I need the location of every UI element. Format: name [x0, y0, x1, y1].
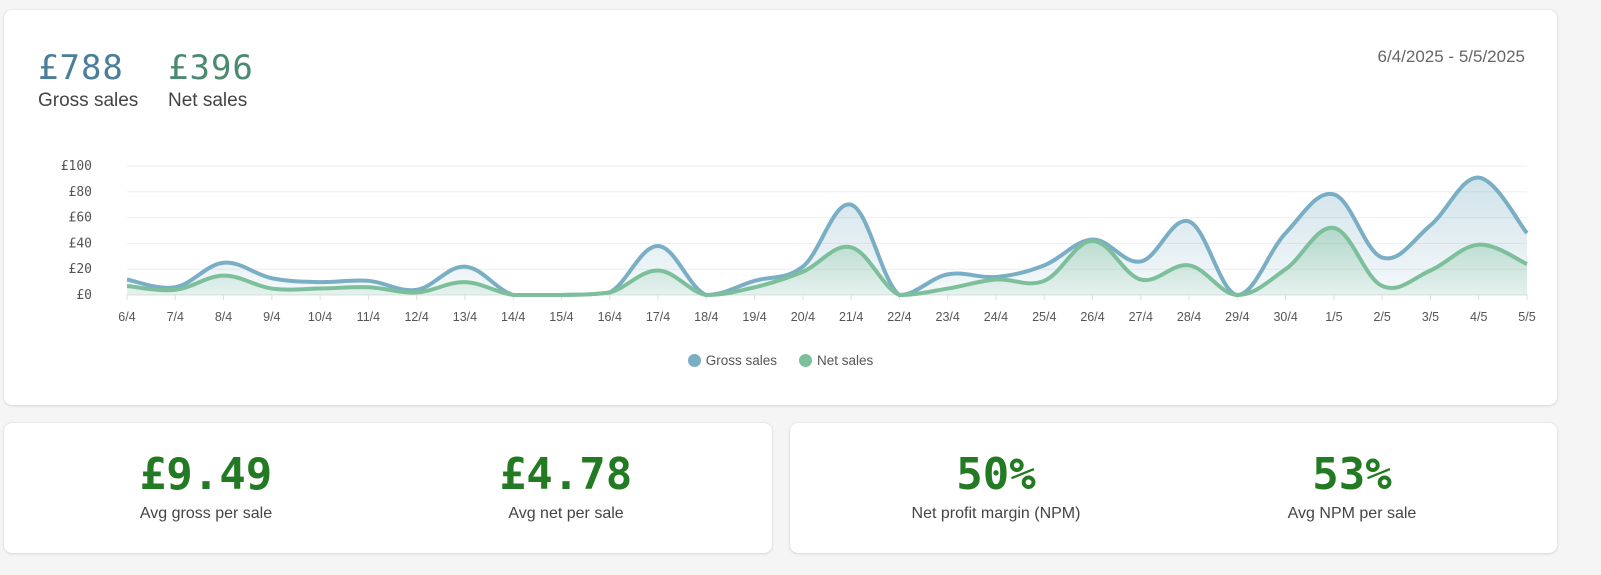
x-tick-label: 2/5	[1373, 310, 1390, 324]
avg-gross-value: £9.49	[139, 449, 273, 500]
gross-sales-line[interactable]	[126, 175, 1529, 297]
sales-averages-card: £9.49 Avg gross per sale £4.78 Avg net p…	[4, 423, 772, 553]
x-tick-label: 26/4	[1080, 310, 1104, 324]
y-tick-label: £20	[69, 262, 92, 277]
net-sales-summary: £396 Net sales	[168, 48, 254, 112]
net-sales-value: £396	[168, 48, 254, 88]
x-tick-label: 11/4	[357, 310, 380, 324]
x-tick-label: 8/4	[215, 310, 232, 324]
y-tick-label: £100	[61, 159, 92, 174]
x-tick-label: 3/5	[1422, 310, 1439, 324]
avg-gross-label: Avg gross per sale	[139, 505, 273, 522]
y-tick-label: £40	[69, 236, 92, 251]
net-sales-area	[127, 227, 1527, 295]
chart-legend: Gross sales Net sales	[4, 353, 1557, 368]
x-tick-label: 12/4	[404, 310, 428, 324]
x-tick-label: 28/4	[1177, 310, 1201, 324]
avg-npm-value: 53%	[1312, 449, 1392, 500]
x-tick-label: 9/4	[263, 310, 280, 324]
npm-stat: 50% Net profit margin (NPM)	[804, 449, 1188, 523]
x-tick-label: 13/4	[453, 310, 477, 324]
gross-sales-value: £788	[38, 48, 124, 88]
x-tick-label: 4/5	[1470, 310, 1487, 324]
x-tick-label: 1/5	[1325, 310, 1342, 324]
sales-line-chart[interactable]: £0 £20 £40 £60 £80 £100 6/4 7/4 8/4 9/4 10/4 11/4 1…	[4, 10, 1557, 350]
x-axis: 6/4 7/4 8/4 9/4 10/4 11/4 12/4 13/4 14/4 15/4 16/4…	[118, 295, 1536, 324]
avg-gross-stat: £9.49 Avg gross per sale	[14, 449, 398, 523]
profit-margin-card: 50% Net profit margin (NPM) 53% Avg NPM …	[790, 423, 1557, 553]
avg-net-stat: £4.78 Avg net per sale	[374, 449, 758, 523]
x-tick-label: 18/4	[694, 310, 718, 324]
y-tick-label: £80	[69, 185, 92, 200]
x-tick-label: 23/4	[936, 310, 960, 324]
net-sales-label: Net sales	[168, 90, 248, 111]
y-tick-label: £0	[76, 288, 92, 303]
net-sales-line[interactable]	[126, 225, 1528, 297]
x-tick-label: 27/4	[1129, 310, 1153, 324]
x-tick-label: 7/4	[167, 310, 184, 324]
legend-label: Net sales	[817, 353, 874, 368]
avg-net-label: Avg net per sale	[508, 505, 624, 522]
date-range[interactable]: 6/4/2025 - 5/5/2025	[1377, 47, 1525, 66]
x-tick-label: 25/4	[1032, 310, 1056, 324]
gross-sales-dot-icon	[687, 354, 701, 367]
x-tick-label: 17/4	[646, 310, 670, 324]
gross-sales-summary: £788 Gross sales	[38, 48, 138, 112]
avg-npm-label: Avg NPM per sale	[1287, 505, 1417, 522]
x-tick-label: 14/4	[501, 310, 525, 324]
legend-label: Gross sales	[705, 353, 777, 368]
x-tick-label: 24/4	[984, 310, 1008, 324]
legend-item-net-sales[interactable]: Net sales	[799, 353, 873, 368]
avg-net-value: £4.78	[499, 449, 633, 500]
x-tick-label: 16/4	[598, 310, 622, 324]
avg-npm-stat: 53% Avg NPM per sale	[1160, 449, 1544, 523]
x-tick-label: 30/4	[1273, 310, 1297, 324]
net-sales-dot-icon	[799, 354, 812, 367]
x-tick-label: 19/4	[742, 310, 766, 324]
x-tick-label: 5/5	[1518, 310, 1535, 324]
gross-sales-label: Gross sales	[38, 90, 139, 111]
legend-item-gross-sales[interactable]: Gross sales	[687, 353, 777, 368]
sales-chart-card: £788 Gross sales £396 Net sales 6/4/2025…	[4, 10, 1557, 405]
x-tick-label: 10/4	[308, 310, 332, 324]
y-axis: £0 £20 £40 £60 £80 £100	[61, 159, 92, 303]
x-tick-label: 20/4	[791, 310, 815, 324]
x-tick-label: 15/4	[549, 310, 573, 324]
x-tick-label: 6/4	[118, 310, 135, 324]
npm-label: Net profit margin (NPM)	[911, 505, 1081, 522]
y-tick-label: £60	[69, 211, 92, 226]
x-tick-label: 22/4	[887, 310, 911, 324]
x-tick-label: 29/4	[1225, 310, 1249, 324]
x-tick-label: 21/4	[839, 310, 863, 324]
npm-value: 50%	[956, 449, 1036, 500]
